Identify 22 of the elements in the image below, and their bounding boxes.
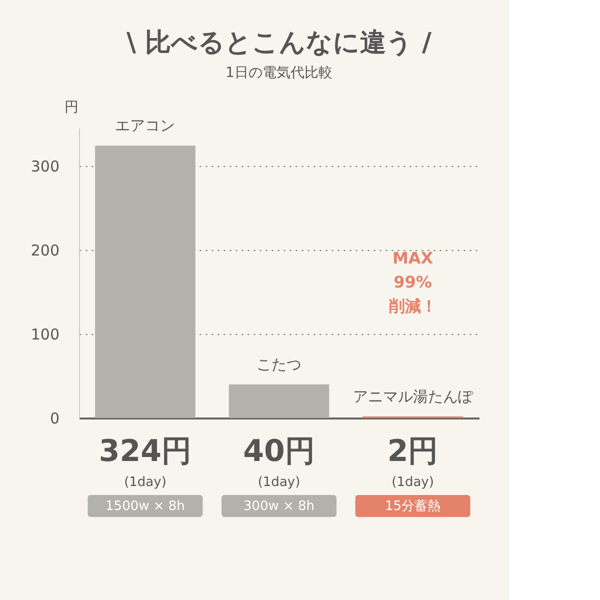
chart-subtitle: 1日の電気代比較 [226,65,332,81]
text: 300w × 8h [243,499,315,514]
x-tick-label: こたつ [256,355,302,374]
text: (1day) [124,475,166,490]
y-tick-label: 100 [30,325,60,344]
data-label: 2円 [387,434,438,469]
text: 15分蓄熱 [385,499,441,514]
bar [228,384,330,418]
data-label: 324円 [98,434,192,469]
y-axis-title: 円 [64,100,78,116]
chart-title: \ 比べるとこんなに違う / [126,28,432,58]
data-label: 40円 [243,434,315,469]
y-tick-label: 300 [30,157,60,176]
bar [95,146,196,418]
y-tick-label: 0 [50,410,60,428]
x-tick-label: エアコン [115,116,176,135]
text: (1day) [258,475,300,490]
text: 1500w × 8h [106,499,185,514]
annotation: MAX 99% 削減！ [388,248,437,316]
y-tick-label: 200 [30,241,60,260]
text: (1day) [392,475,434,490]
x-tick-label: アニマル湯たんぽ [352,387,474,406]
